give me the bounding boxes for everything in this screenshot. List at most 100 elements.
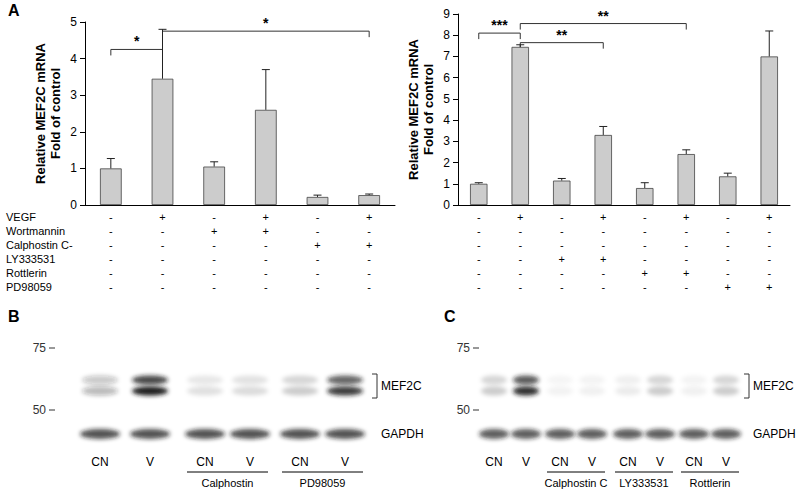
svg-text:V: V	[588, 455, 596, 469]
svg-text:CN: CN	[551, 455, 568, 469]
svg-text:Fold of control: Fold of control	[48, 68, 63, 159]
svg-text:-: -	[212, 281, 216, 293]
svg-text:-: -	[601, 267, 605, 279]
svg-text:6: 6	[443, 71, 450, 85]
svg-text:Rottlerin: Rottlerin	[6, 267, 47, 279]
svg-text:-: -	[264, 281, 268, 293]
svg-text:CN: CN	[619, 455, 636, 469]
svg-text:-: -	[316, 253, 320, 265]
svg-text:-: -	[109, 267, 113, 279]
svg-text:PD98059: PD98059	[300, 477, 346, 489]
svg-text:7: 7	[443, 49, 450, 63]
svg-text:LY333531: LY333531	[6, 253, 55, 265]
svg-text:-: -	[560, 211, 564, 223]
svg-text:-: -	[767, 225, 771, 237]
svg-text:3: 3	[70, 88, 77, 102]
svg-text:-: -	[264, 253, 268, 265]
svg-text:+: +	[263, 225, 269, 237]
svg-text:C: C	[444, 308, 456, 325]
svg-text:-: -	[316, 225, 320, 237]
svg-text:+: +	[314, 239, 320, 251]
svg-text:-: -	[518, 239, 522, 251]
svg-text:CN: CN	[196, 455, 213, 469]
svg-text:0: 0	[443, 198, 450, 212]
svg-text:-: -	[767, 253, 771, 265]
svg-text:-: -	[477, 211, 481, 223]
svg-text:-: -	[601, 225, 605, 237]
svg-text:Relative MEF2C mRNA: Relative MEF2C mRNA	[33, 42, 48, 183]
svg-text:2: 2	[70, 125, 77, 139]
svg-text:-: -	[212, 239, 216, 251]
svg-text:+: +	[517, 211, 523, 223]
svg-text:-: -	[601, 281, 605, 293]
svg-text:Fold of control: Fold of control	[421, 64, 436, 155]
svg-text:-: -	[264, 267, 268, 279]
svg-text:GAPDH: GAPDH	[753, 427, 796, 441]
svg-text:-: -	[477, 281, 481, 293]
svg-text:-: -	[161, 225, 165, 237]
svg-text:3: 3	[443, 134, 450, 148]
svg-text:PD98059: PD98059	[6, 281, 52, 293]
svg-text:LY333531: LY333531	[619, 477, 668, 489]
svg-text:+: +	[642, 267, 648, 279]
svg-text:-: -	[477, 239, 481, 251]
svg-text:+: +	[159, 211, 165, 223]
svg-text:-: -	[643, 281, 647, 293]
svg-text:-: -	[518, 281, 522, 293]
svg-text:+: +	[211, 225, 217, 237]
svg-text:-: -	[643, 225, 647, 237]
svg-text:-: -	[109, 253, 113, 265]
svg-text:-: -	[518, 267, 522, 279]
svg-text:V: V	[722, 455, 730, 469]
svg-text:B: B	[8, 308, 20, 325]
svg-text:-: -	[477, 225, 481, 237]
svg-text:-: -	[109, 281, 113, 293]
svg-text:-: -	[212, 211, 216, 223]
svg-text:-: -	[684, 239, 688, 251]
svg-text:-: -	[212, 267, 216, 279]
svg-text:-: -	[518, 225, 522, 237]
svg-text:Calphostin: Calphostin	[202, 477, 254, 489]
svg-text:-: -	[316, 281, 320, 293]
svg-text:-: -	[767, 239, 771, 251]
svg-text:V: V	[146, 455, 154, 469]
svg-text:CN: CN	[685, 455, 702, 469]
svg-text:-: -	[109, 211, 113, 223]
svg-text:-: -	[560, 267, 564, 279]
svg-text:50: 50	[457, 403, 471, 417]
svg-text:-: -	[726, 239, 730, 251]
svg-text:-: -	[560, 225, 564, 237]
svg-text:CN: CN	[485, 455, 502, 469]
svg-text:**: **	[598, 8, 609, 24]
svg-text:**: **	[556, 27, 567, 43]
svg-text:-: -	[109, 239, 113, 251]
svg-text:-: -	[161, 253, 165, 265]
svg-text:-: -	[684, 225, 688, 237]
svg-text:-: -	[477, 267, 481, 279]
svg-text:VEGF: VEGF	[6, 211, 36, 223]
svg-text:V: V	[246, 455, 254, 469]
svg-text:75: 75	[457, 341, 471, 355]
svg-text:+: +	[725, 281, 731, 293]
svg-text:MEF2C: MEF2C	[753, 379, 794, 393]
svg-text:-: -	[726, 211, 730, 223]
svg-text:+: +	[263, 211, 269, 223]
svg-text:-: -	[643, 211, 647, 223]
svg-text:1: 1	[443, 177, 450, 191]
svg-text:-: -	[560, 239, 564, 251]
svg-text:-: -	[560, 281, 564, 293]
svg-text:4: 4	[443, 113, 450, 127]
svg-text:+: +	[600, 211, 606, 223]
svg-text:+: +	[559, 253, 565, 265]
svg-text:-: -	[684, 281, 688, 293]
svg-text:*: *	[263, 15, 269, 31]
svg-text:-: -	[767, 267, 771, 279]
svg-text:CN: CN	[91, 455, 108, 469]
svg-text:-: -	[601, 239, 605, 251]
svg-text:GAPDH: GAPDH	[381, 427, 424, 441]
svg-text:-: -	[518, 253, 522, 265]
svg-text:-: -	[212, 253, 216, 265]
svg-text:*: *	[134, 33, 140, 49]
svg-text:+: +	[366, 239, 372, 251]
svg-text:+: +	[366, 211, 372, 223]
